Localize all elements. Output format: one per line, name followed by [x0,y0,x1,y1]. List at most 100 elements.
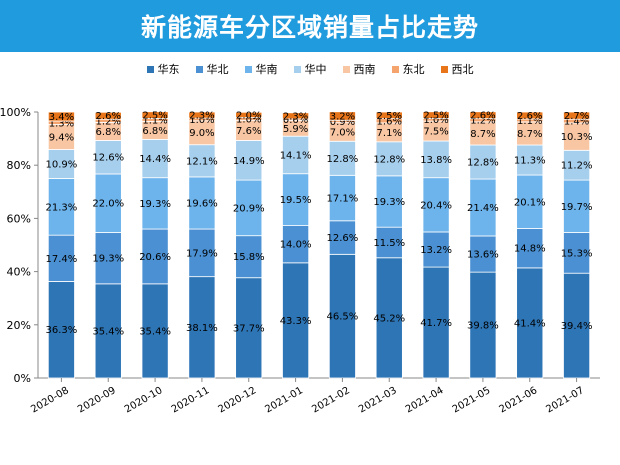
data-label: 0.6% [283,115,308,126]
data-label: 2.6% [517,111,542,122]
data-label: 12.6% [327,233,359,244]
bar-segment [516,144,544,176]
data-label: 11.5% [373,238,405,249]
data-label: 19.3% [139,199,171,210]
data-label: 12.1% [186,156,218,167]
data-label: 13.6% [467,250,499,261]
data-label: 6.8% [96,127,121,138]
bar-segment [235,111,263,118]
data-label: 8.7% [470,129,495,140]
data-label: 39.8% [467,321,499,332]
bar-segment [563,272,591,379]
y-tick-label: 100% [0,106,31,119]
legend-swatch [293,65,301,73]
bar-segment [47,178,75,236]
data-label: 3.2% [330,111,355,122]
data-label: 41.4% [514,318,546,329]
data-label: 11.3% [514,156,546,167]
legend-swatch [195,65,203,73]
data-label: 14.4% [139,154,171,165]
bar-segment [94,283,122,379]
data-label: 19.3% [92,254,124,265]
legend-item: 华中 [293,61,327,77]
data-label: 1.2% [470,116,495,127]
legend-label: 西南 [353,63,376,76]
x-tick-label: 2021-04 [404,385,446,415]
data-label: 9.4% [49,133,74,144]
bar-segment [188,111,216,119]
data-label: 1.1% [517,116,542,127]
data-label: 39.4% [561,321,593,332]
data-label: 19.7% [561,202,593,213]
data-label: 1.6% [377,116,402,127]
data-label: 20.4% [420,200,452,211]
x-tick-label: 2021-01 [263,385,305,415]
bar-segment [375,226,403,259]
data-label: 14.9% [233,156,265,167]
legend-swatch [146,65,154,73]
legend-item: 华北 [195,61,229,77]
x-tick-label: 2021-05 [451,385,493,415]
data-label: 20.9% [233,203,265,214]
bar-segment [188,176,216,230]
bar-segment [516,174,544,229]
data-label: 11.2% [561,161,593,172]
legend-swatch [440,65,448,73]
data-label: 21.4% [467,203,499,214]
bar-segment [94,173,122,233]
data-label: 2.3% [189,111,214,122]
chart-title-banner: 新能源车分区域销量占比走势 [0,0,620,52]
data-label: 10.9% [46,160,78,171]
bar-segment [422,111,450,119]
bar-segment [328,220,356,255]
data-label: 7.0% [330,127,355,138]
legend-item: 东北 [391,61,425,77]
bar-segment [563,149,591,181]
data-label: 19.5% [280,195,312,206]
data-label: 12.6% [92,153,124,164]
bar-segment [563,232,591,274]
data-label: 38.1% [186,323,218,334]
data-label: 7.6% [236,126,261,137]
x-tick-label: 2021-07 [544,385,586,415]
bar-segment [94,111,122,120]
x-tick-label: 2020-10 [123,385,165,415]
legend-label: 华东 [157,63,180,76]
data-label: 14.1% [280,150,312,161]
x-tick-label: 2020-09 [76,385,118,415]
data-label: 15.8% [233,252,265,263]
data-label: 12.8% [373,154,405,165]
data-label: 12.8% [327,154,359,165]
data-label: 20.6% [139,252,171,263]
bar-segment [516,111,544,120]
bar-segment [47,234,75,282]
bar-segment [328,253,356,379]
x-tick-label: 2020-11 [170,385,212,415]
bar-segment [375,175,403,228]
data-label: 41.7% [420,318,452,329]
bar-segment [469,271,497,379]
bar-segment [282,112,310,120]
bar-segment [469,111,497,120]
legend-swatch [244,65,252,73]
y-tick-label: 60% [7,212,31,225]
data-label: 12.8% [467,158,499,169]
data-label: 10.3% [561,132,593,143]
y-tick-label: 0% [14,372,31,385]
legend-item: 西北 [440,61,474,77]
data-label: 19.3% [373,197,405,208]
bar-segment [328,140,356,176]
data-label: 2.3% [283,111,308,122]
data-label: 5.9% [283,124,308,135]
bar-segment [563,179,591,233]
data-label: 3.4% [49,112,74,123]
bar-segment [469,144,497,180]
y-tick-label: 20% [7,319,31,332]
bar-segment [47,111,75,122]
data-label: 15.3% [561,248,593,259]
data-label: 14.8% [514,244,546,255]
legend-label: 西北 [451,63,474,76]
data-label: 45.2% [373,313,405,324]
bar-segment [422,140,450,179]
bar-segment [563,111,591,120]
